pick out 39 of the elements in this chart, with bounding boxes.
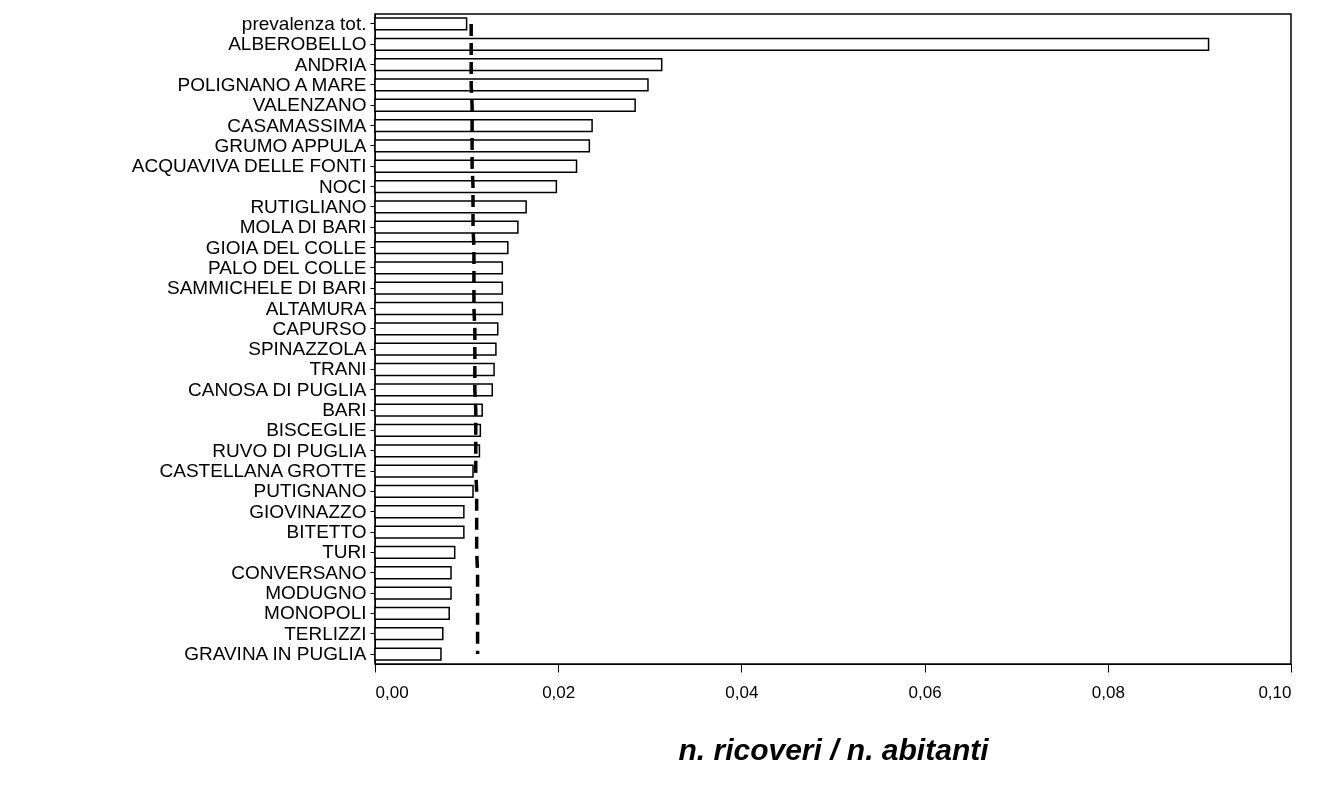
x-axis-title: n. ricoveri / n. abitanti <box>678 732 990 766</box>
y-tick-label: TURI <box>322 541 367 563</box>
y-tick-label: MOLA DI BARI <box>239 216 367 238</box>
y-tick-label: POLIGNANO A MARE <box>177 73 367 95</box>
y-tick-label: ALTAMURA <box>265 297 367 319</box>
x-tick-label: 0,10 <box>1258 682 1292 702</box>
y-tick-label: prevalenza tot. <box>241 12 367 34</box>
y-tick-label: CAPURSO <box>272 317 367 339</box>
y-tick-label: PUTIGNANO <box>253 480 367 502</box>
y-tick-label: GRAVINA IN PUGLIA <box>184 643 367 665</box>
y-tick-label: GIOVINAZZO <box>249 500 367 522</box>
y-tick-label: VALENZANO <box>252 94 367 116</box>
y-tick-label: RUTIGLIANO <box>250 195 367 217</box>
y-tick-label: CASAMASSIMA <box>227 114 367 136</box>
y-tick-label: BARI <box>322 399 367 421</box>
y-tick-label: ALBEROBELLO <box>228 33 367 55</box>
y-tick-label: CANOSA DI PUGLIA <box>188 378 367 400</box>
y-tick-label: BITETTO <box>286 521 367 543</box>
y-tick-label: NOCI <box>319 175 367 197</box>
y-tick-label: MODUGNO <box>265 582 367 604</box>
y-tick-label: GRUMO APPULA <box>214 134 367 156</box>
y-tick-label: BISCEGLIE <box>266 419 367 441</box>
y-tick-label: CONVERSANO <box>231 561 367 583</box>
y-tick-label: TERLIZZI <box>284 622 367 644</box>
y-tick-label: SPINAZZOLA <box>248 338 367 360</box>
x-tick-label: 0,06 <box>908 682 942 702</box>
y-tick-label: CASTELLANA GROTTE <box>159 460 367 482</box>
y-tick-label: ANDRIA <box>294 53 367 75</box>
x-tick-label: 0,02 <box>542 682 576 702</box>
x-tick-label: 0,00 <box>375 682 409 702</box>
y-tick-label: ACQUAVIVA DELLE FONTI <box>131 155 367 177</box>
y-tick-label: SAMMICHELE DI BARI <box>166 277 367 299</box>
y-tick-label: RUVO DI PUGLIA <box>212 439 367 461</box>
y-tick-label: MONOPOLI <box>264 602 367 624</box>
y-tick-label: PALO DEL COLLE <box>208 256 367 278</box>
x-tick-label: 0,04 <box>725 682 759 702</box>
x-tick-label: 0,08 <box>1091 682 1125 702</box>
y-tick-label: GIOIA DEL COLLE <box>205 236 367 258</box>
y-tick-label: TRANI <box>309 358 367 380</box>
